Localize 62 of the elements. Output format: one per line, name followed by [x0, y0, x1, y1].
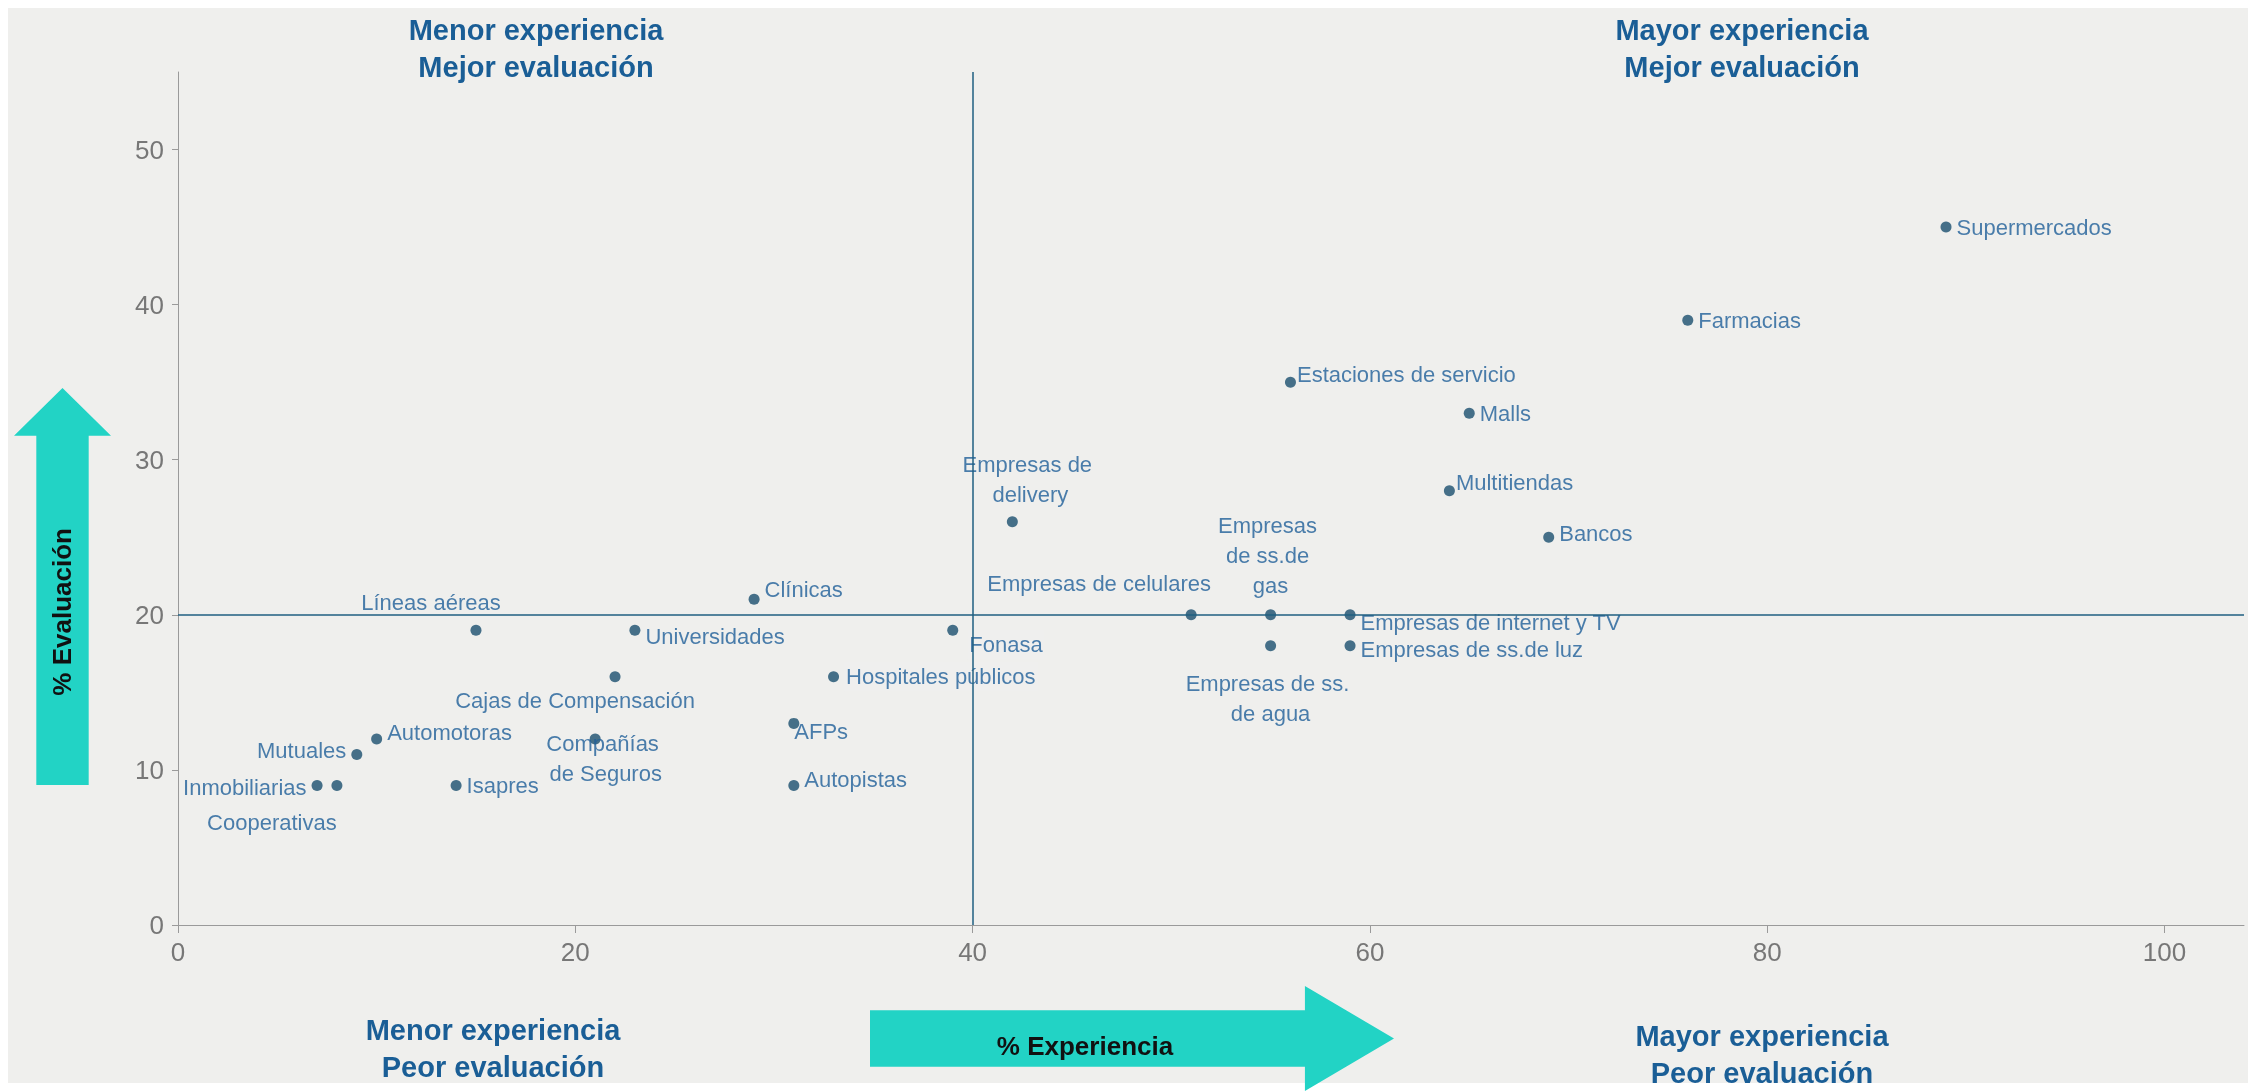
series-label: Malls	[1479, 400, 1532, 426]
series-label: Mutuales	[257, 737, 347, 763]
x-tick-label: 60	[1355, 937, 1385, 967]
point	[1543, 531, 1555, 543]
point	[788, 779, 800, 791]
point	[1682, 314, 1694, 326]
point	[351, 748, 363, 760]
point	[629, 624, 641, 636]
series-label: Inmobiliarias	[183, 774, 307, 800]
point	[1463, 407, 1475, 419]
y-tick-label: 10	[135, 754, 164, 785]
point	[1265, 640, 1277, 652]
point	[1344, 640, 1356, 652]
series-label: Cajas de Compensación	[455, 687, 695, 713]
series-label: AFPs	[794, 718, 849, 744]
point	[1006, 516, 1018, 528]
annotation: Mayor experiencia Mejor evaluación	[1614, 13, 1870, 85]
y-tick-label: 40	[135, 289, 164, 320]
x-tick-label: 40	[958, 937, 988, 967]
point	[1284, 376, 1296, 388]
series-label: Empresas de celulares	[987, 570, 1212, 596]
point	[1443, 485, 1455, 497]
series-label: Farmacias	[1698, 307, 1801, 333]
series-label: Autopistas	[804, 766, 908, 792]
point	[450, 779, 462, 791]
x-axis-title: % Experiencia	[995, 1030, 1175, 1063]
point	[371, 733, 383, 745]
point	[331, 779, 343, 791]
point	[311, 779, 323, 791]
series-label: Universidades	[645, 623, 785, 649]
series-label: Líneas aéreas	[361, 590, 501, 616]
series-label: Compañías de Seguros	[546, 731, 665, 787]
annotation: Menor experiencia Mejor evaluación	[407, 13, 665, 85]
point	[470, 624, 482, 636]
point	[748, 593, 760, 605]
y-tick-label: 20	[135, 599, 164, 630]
y-tick-label: 0	[149, 910, 164, 940]
y-axis-title: % Evaluación	[47, 527, 78, 696]
y-tick-label: 30	[135, 444, 164, 475]
point	[828, 671, 840, 683]
point	[947, 624, 959, 636]
series-label: Estaciones de servicio	[1296, 361, 1516, 387]
series-label: Cooperativas	[207, 810, 337, 836]
text: Mayor experiencia Peor evaluación	[1634, 1019, 1890, 1091]
text: Empresas de ss.de gas	[1218, 512, 1324, 598]
x-tick-label: 80	[1752, 937, 1782, 967]
point	[609, 671, 621, 683]
series-label: Empresas de ss.de luz	[1360, 637, 1584, 663]
x-tick-label: 100	[2142, 937, 2187, 967]
text: Empresas de ss. de agua	[1185, 670, 1356, 726]
series-label: Multitiendas	[1455, 470, 1574, 496]
x-tick-label: 0	[170, 937, 186, 967]
series-label: Automotoras	[387, 720, 512, 746]
series-label: Clínicas	[764, 576, 843, 602]
series-label: Isapres	[466, 772, 539, 798]
y-tick-label: 50	[135, 134, 164, 165]
x-tick-label: 20	[560, 937, 590, 967]
series-label: Empresas de internet y TV	[1360, 610, 1621, 636]
series-label: Bancos	[1559, 520, 1633, 546]
point	[1940, 221, 1952, 233]
series-label: Supermercados	[1956, 214, 2112, 240]
text: Menor experiencia Peor evaluación	[364, 1013, 622, 1085]
